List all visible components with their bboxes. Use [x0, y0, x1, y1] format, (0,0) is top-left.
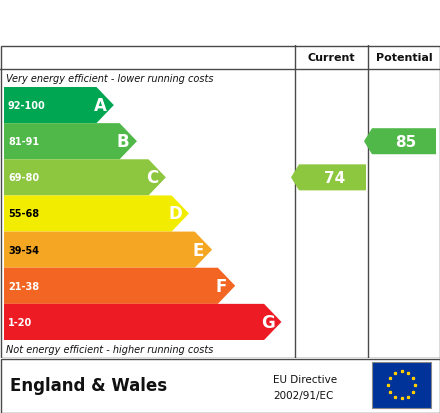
Text: 21-38: 21-38	[8, 281, 39, 291]
Text: A: A	[94, 97, 106, 115]
Text: EU Directive: EU Directive	[273, 374, 337, 384]
Text: Not energy efficient - higher running costs: Not energy efficient - higher running co…	[6, 344, 213, 354]
Text: 74: 74	[324, 171, 345, 185]
Text: 39-54: 39-54	[8, 245, 39, 255]
Text: 92-100: 92-100	[8, 101, 46, 111]
Polygon shape	[291, 165, 366, 191]
Polygon shape	[364, 129, 436, 155]
Text: G: G	[261, 313, 275, 331]
Text: 81-91: 81-91	[8, 137, 39, 147]
Text: E: E	[193, 241, 204, 259]
Polygon shape	[4, 160, 166, 196]
Text: England & Wales: England & Wales	[10, 377, 167, 394]
Text: C: C	[146, 169, 158, 187]
Text: Very energy efficient - lower running costs: Very energy efficient - lower running co…	[6, 74, 213, 84]
Text: Current: Current	[308, 53, 356, 63]
Polygon shape	[4, 124, 137, 160]
Text: 55-68: 55-68	[8, 209, 39, 219]
Text: 1-20: 1-20	[8, 317, 32, 327]
Polygon shape	[4, 88, 114, 124]
Text: B: B	[117, 133, 129, 151]
Text: D: D	[169, 205, 182, 223]
Text: F: F	[216, 277, 227, 295]
Polygon shape	[4, 232, 212, 268]
Text: 2002/91/EC: 2002/91/EC	[273, 390, 333, 401]
Text: 85: 85	[396, 134, 417, 150]
Polygon shape	[4, 268, 235, 304]
Polygon shape	[4, 196, 189, 232]
Text: Energy Efficiency Rating: Energy Efficiency Rating	[72, 13, 368, 33]
Bar	[372, 363, 431, 408]
Polygon shape	[4, 304, 282, 340]
Text: Potential: Potential	[376, 53, 433, 63]
Text: 69-80: 69-80	[8, 173, 39, 183]
